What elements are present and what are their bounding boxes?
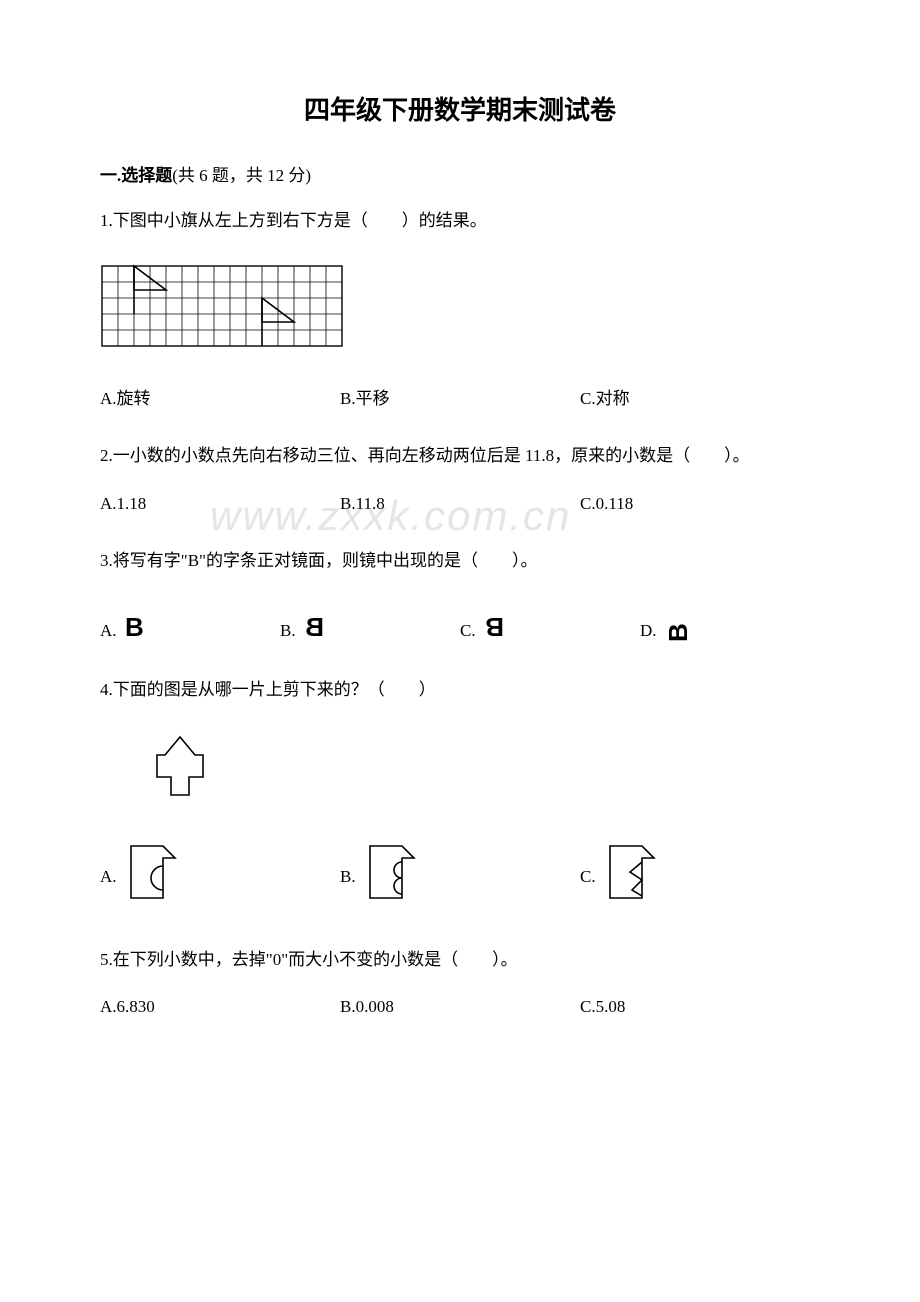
b-glyph-rot90-icon: B bbox=[661, 616, 693, 644]
question-2: 2.一小数的小数点先向右移动三位、再向左移动两位后是 11.8，原来的小数是（ … bbox=[100, 442, 820, 516]
q3-option-b: B. B bbox=[280, 612, 460, 644]
q4-option-a: A. bbox=[100, 836, 340, 906]
svg-text:B: B bbox=[305, 612, 324, 642]
q5-options: A.6.830 B.0.008 C.5.08 bbox=[100, 993, 820, 1020]
q3-option-a: A. B bbox=[100, 612, 280, 644]
q4-top-figure bbox=[145, 733, 820, 821]
q2-option-b: B.11.8 bbox=[340, 490, 580, 517]
q5-option-c: C.5.08 bbox=[580, 993, 820, 1020]
svg-text:B: B bbox=[485, 612, 504, 642]
q4-option-c: C. bbox=[580, 836, 820, 906]
q1-text: 1.下图中小旗从左上方到右下方是（ ）的结果。 bbox=[100, 207, 820, 234]
q3-option-d: D. B bbox=[640, 612, 820, 644]
b-glyph-upside-mirror-icon: B bbox=[480, 612, 508, 644]
q5-text: 5.在下列小数中，去掉"0"而大小不变的小数是（ ）。 bbox=[100, 946, 820, 973]
section-prefix: 一.选择题 bbox=[100, 166, 172, 185]
q2-options: A.1.18 B.11.8 C.0.118 www.zxxk.com.cn bbox=[100, 490, 820, 517]
q1-options: A.旋转 B.平移 C.对称 bbox=[100, 385, 820, 412]
b-glyph-normal-icon: B bbox=[121, 612, 149, 644]
q5-option-b: B.0.008 bbox=[340, 993, 580, 1020]
question-3: 3.将写有字"B"的字条正对镜面，则镜中出现的是（ ）。 A. B B. B C… bbox=[100, 547, 820, 644]
section-suffix: (共 6 题，共 12 分) bbox=[172, 166, 311, 185]
q4-option-b: B. bbox=[340, 836, 580, 906]
q4-shape-b-icon bbox=[362, 836, 426, 906]
section-header: 一.选择题(共 6 题，共 12 分) bbox=[100, 162, 820, 189]
q4-text: 4.下面的图是从哪一片上剪下来的？（ ） bbox=[100, 676, 820, 703]
q4-options: A. B. C. bbox=[100, 836, 820, 906]
q2-option-c: C.0.118 bbox=[580, 490, 820, 517]
question-1: 1.下图中小旗从左上方到右下方是（ ）的结果。 A.旋转 B.平移 C.对称 bbox=[100, 207, 820, 413]
svg-text:B: B bbox=[663, 623, 693, 642]
q3-text: 3.将写有字"B"的字条正对镜面，则镜中出现的是（ ）。 bbox=[100, 547, 820, 574]
q1-option-b: B.平移 bbox=[340, 385, 580, 412]
q3-option-c: C. B bbox=[460, 612, 640, 644]
q1-figure bbox=[100, 264, 820, 360]
q5-option-a: A.6.830 bbox=[100, 993, 340, 1020]
q4-shape-c-icon bbox=[602, 836, 666, 906]
q2-option-a: A.1.18 bbox=[100, 490, 340, 517]
q2-text: 2.一小数的小数点先向右移动三位、再向左移动两位后是 11.8，原来的小数是（ … bbox=[100, 442, 820, 469]
svg-text:B: B bbox=[125, 612, 144, 642]
q1-option-a: A.旋转 bbox=[100, 385, 340, 412]
q1-option-c: C.对称 bbox=[580, 385, 820, 412]
question-5: 5.在下列小数中，去掉"0"而大小不变的小数是（ ）。 A.6.830 B.0.… bbox=[100, 946, 820, 1020]
question-4: 4.下面的图是从哪一片上剪下来的？（ ） A. B. C. bbox=[100, 676, 820, 906]
page-title: 四年级下册数学期末测试卷 bbox=[100, 90, 820, 132]
q4-shape-a-icon bbox=[123, 836, 187, 906]
q3-options: A. B B. B C. B D. B bbox=[100, 612, 820, 644]
b-glyph-mirror-icon: B bbox=[300, 612, 328, 644]
